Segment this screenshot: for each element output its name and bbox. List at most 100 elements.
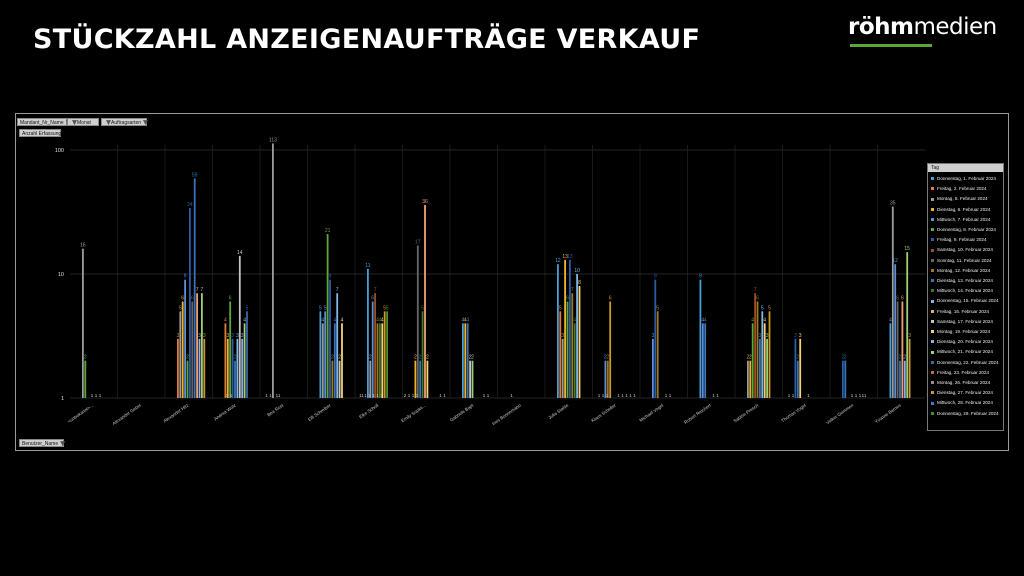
filter-button-monat[interactable]: Monat [67, 118, 99, 126]
data-label: 4 [321, 317, 324, 323]
legend-swatch [931, 371, 934, 375]
bar [198, 338, 201, 398]
legend-swatch [931, 360, 934, 364]
data-label: 12 [555, 258, 561, 264]
data-label: 1 [859, 393, 862, 398]
data-label: 1 [510, 393, 513, 398]
legend-item[interactable]: Mittwoch, 28. Februar 2024 [931, 398, 993, 408]
data-label: 1 [625, 393, 628, 398]
legend-swatch [931, 411, 934, 415]
legend-label: Montag, 12. Februar 2024 [937, 267, 991, 273]
legend-item[interactable]: Sonntag, 11. Februar 2024 [931, 256, 992, 266]
legend-swatch [931, 197, 934, 201]
bar [367, 268, 369, 398]
legend-swatch [931, 320, 934, 324]
legend-item[interactable]: Dienstag, 6. Februar 2024 [931, 205, 990, 215]
bar [238, 255, 241, 398]
value-field-button[interactable]: Anzahl Erfassung [19, 129, 61, 137]
data-label: 11 [862, 393, 867, 398]
axis-field-button[interactable]: Benutzer_Name [19, 439, 66, 447]
legend-item[interactable]: Mittwoch, 7. Februar 2024 [931, 215, 990, 225]
legend-item[interactable]: Donnerstag, 1. Februar 2024 [931, 174, 996, 184]
data-label: 1 [226, 393, 229, 398]
legend-item[interactable]: Montag, 12. Februar 2024 [931, 266, 990, 276]
bar [908, 338, 911, 398]
legend-item[interactable]: Donnerstag, 15. Februar 2024 [931, 296, 999, 306]
bar [609, 301, 612, 398]
chart-legend: Tag Donnerstag, 1. Februar 2024 Freitag, … [927, 163, 1004, 431]
legend-item[interactable]: Dienstag, 27. Februar 2024 [931, 388, 993, 398]
legend-label: Freitag, 23. Februar 2024 [937, 369, 990, 375]
bar [566, 301, 569, 398]
filter-button-auftragsarten[interactable]: Auftragsarten [101, 118, 149, 126]
bar [336, 293, 339, 398]
data-label: 36 [422, 199, 428, 205]
legend-item[interactable]: Freitag, 9. Februar 2024 [931, 235, 987, 245]
bar [203, 338, 206, 398]
data-label: 11 [276, 393, 281, 398]
legend-item[interactable]: Montag, 19. Februar 2024 [931, 327, 990, 337]
legend-item[interactable]: Montag, 26. Februar 2024 [931, 378, 990, 388]
x-tick-label: Ines Bonnemann [491, 402, 522, 426]
data-label: 3 [759, 333, 762, 339]
legend-item[interactable]: Mittwoch, 21. Februar 2024 [931, 347, 993, 357]
bar [462, 323, 464, 398]
bar [189, 208, 191, 398]
bar [899, 360, 901, 398]
legend-item[interactable]: Samstag, 10. Februar 2024 [931, 245, 993, 255]
bar [761, 311, 764, 398]
legend-item[interactable]: Donnerstag, 8. Februar 2024 [931, 225, 996, 235]
legend-label: Dienstag, 27. Februar 2024 [937, 390, 993, 396]
bar [193, 178, 196, 398]
legend-item[interactable]: Dienstag, 13. Februar 2024 [931, 276, 993, 286]
legend-swatch [931, 309, 934, 313]
bar [891, 206, 894, 398]
value-field-label: Anzahl Erfassung [22, 131, 62, 137]
bar [229, 301, 232, 398]
bar [331, 360, 334, 398]
data-label: 4 [704, 317, 707, 323]
y-tick-label: 100 [55, 148, 64, 154]
bar [759, 338, 761, 398]
legend-item[interactable]: Freitag, 23. Februar 2024 [931, 368, 989, 378]
bar [82, 248, 84, 398]
legend-header[interactable]: Tag [928, 164, 1003, 172]
legend-item[interactable]: Mittwoch, 14. Februar 2024 [931, 286, 993, 296]
x-tick-label: Robert Reichert [683, 402, 712, 425]
data-label: 3 [241, 333, 244, 339]
x-tick-label: Emily Supke... [400, 403, 426, 424]
data-label: 6 [901, 296, 904, 302]
legend-item[interactable]: Dienstag, 20. Februar 2024 [931, 337, 993, 347]
legend-item[interactable]: Donnerstag, 22. Februar 2024 [931, 358, 999, 368]
legend-item[interactable]: Samstag, 17. Februar 2024 [931, 317, 993, 327]
data-label: 2 [604, 355, 607, 361]
bar [196, 293, 198, 398]
legend-swatch [931, 330, 934, 334]
data-label: 5 [656, 305, 659, 311]
data-label: 6 [229, 296, 232, 302]
data-label: 1 [412, 393, 415, 398]
x-tick-label: Gabriele Bapt [449, 402, 475, 422]
x-tick-label: Alexander Gebel [111, 403, 141, 426]
chevron-down-icon [60, 441, 66, 447]
legend-item[interactable]: Freitag, 2. Februar 2024 [931, 184, 987, 194]
data-label: 1 [364, 393, 367, 398]
data-label: 15 [904, 246, 910, 252]
legend-label: Sonntag, 11. Februar 2024 [937, 257, 992, 263]
bar [842, 360, 844, 398]
bar [333, 323, 336, 398]
legend-item[interactable]: Donnerstag, 29. Februar 2024 [931, 409, 999, 419]
data-label: 1 [230, 393, 233, 398]
data-label: 9 [329, 274, 332, 280]
bar [766, 338, 768, 398]
legend-item[interactable]: Montag, 5. Februar 2024 [931, 194, 988, 204]
data-label: 8 [578, 280, 581, 286]
data-label: 3 [652, 333, 655, 339]
bar [371, 301, 374, 398]
legend-item[interactable]: Freitag, 16. Februar 2024 [931, 307, 989, 317]
data-label: 3 [231, 333, 234, 339]
data-label: 2 [404, 393, 407, 398]
legend-swatch [931, 279, 934, 283]
x-tick-label: Bea Rost [266, 402, 285, 417]
data-label: 1 [792, 393, 795, 398]
